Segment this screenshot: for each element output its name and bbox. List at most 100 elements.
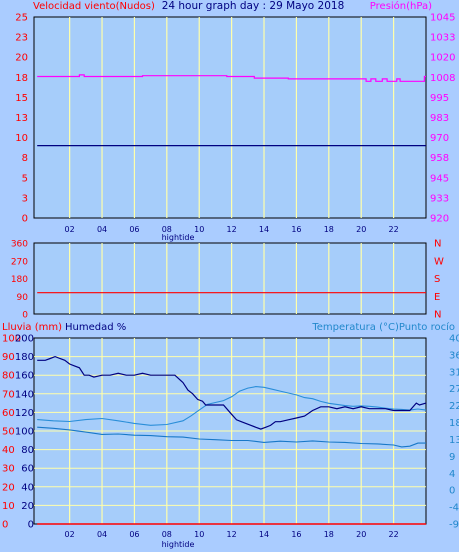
pressure-axis-ticks: 920 933 945 958 970 983 995 1008 1020 1033 1045	[430, 13, 455, 225]
temperature-axis-ticks: -9 -4 0 4 9 13 18 22 27 31 36 40	[449, 334, 459, 531]
humidity-axis-tick-6: 120	[15, 408, 34, 419]
temperature-axis-tick-2: 0	[449, 486, 455, 497]
panel-humidity-temperature-grid	[34, 338, 426, 524]
rain-axis-tick-0: 0	[2, 520, 8, 531]
pressure-axis-tick-4: 970	[430, 133, 449, 144]
humidity-axis-label: Humedad %	[65, 322, 126, 333]
humidity-axis-tick-3: 60	[21, 464, 34, 475]
rain-axis-label: Lluvia (mm)	[2, 322, 62, 333]
temperature-axis-tick-7: 22	[449, 401, 459, 412]
pressure-axis-label: Presión(hPa)	[370, 0, 432, 12]
panel-wind-direction-grid	[69, 243, 395, 314]
humidity-axis-ticks: 0 20 40 60 80 100 120 140 160 180 200	[15, 334, 34, 531]
p1-x-tick-06: 06	[129, 225, 139, 234]
wind-axis-tick-6: 15	[15, 93, 28, 104]
pressure-axis-tick-10: 1045	[430, 13, 455, 24]
temperature-axis-tick-6: 18	[449, 418, 459, 429]
chart-title: 24 hour graph day : 29 Mayo 2018	[162, 0, 345, 12]
direction-degree-tick-4: 360	[11, 240, 28, 250]
direction-compass-tick-0: N	[434, 310, 441, 321]
wind-axis-tick-7: 18	[15, 73, 28, 84]
humidity-axis-tick-2: 40	[21, 482, 34, 493]
p1-x-tick-22: 22	[389, 225, 399, 234]
humidity-axis-tick-8: 160	[15, 371, 34, 382]
p3-x-tick-10: 10	[194, 530, 204, 539]
rain-axis-tick-8: 80	[2, 371, 15, 382]
wind-axis-tick-3: 8	[22, 153, 28, 164]
wind-axis-tick-0: 0	[22, 214, 28, 225]
p3-x-tick-22: 22	[389, 530, 399, 539]
p3-x-tick-06: 06	[129, 530, 139, 539]
p3-x-tick-14: 14	[259, 530, 269, 539]
p1-x-tick-08: 08	[162, 225, 172, 234]
direction-compass-tick-3: W	[434, 256, 444, 267]
rain-axis-tick-9: 90	[2, 352, 15, 363]
hightide-label-bottom: hightide	[162, 540, 195, 549]
wind-axis-ticks: 0 3 5 8 10 13 15 18 20 23 25	[15, 13, 28, 225]
wind-axis-tick-10: 25	[15, 13, 28, 24]
direction-degree-tick-2: 180	[11, 275, 28, 285]
p1-x-tick-04: 04	[97, 225, 107, 234]
rain-axis-tick-7: 70	[2, 389, 15, 400]
p3-x-tick-04: 04	[97, 530, 107, 539]
panel-wind-pressure-series	[37, 74, 426, 147]
hightide-label-top: hightide	[162, 233, 195, 242]
direction-degree-tick-3: 270	[11, 257, 28, 267]
wind-axis-tick-5: 13	[15, 113, 28, 124]
panel-humidity-temperature-x-ticks: 02 04 06 08 10 12 14 16 18 20 22	[65, 530, 399, 539]
rain-axis-tick-3: 30	[2, 464, 15, 475]
p1-x-tick-16: 16	[291, 225, 301, 234]
humidity-axis-tick-9: 180	[15, 352, 34, 363]
wind-axis-label: Velocidad viento(Nudos)	[33, 1, 155, 12]
wind-axis-tick-2: 5	[22, 173, 28, 184]
wind-axis-tick-8: 20	[15, 53, 28, 64]
humidity-axis-tick-7: 140	[15, 389, 34, 400]
direction-degree-tick-1: 90	[17, 293, 29, 303]
temperature-line	[37, 386, 427, 426]
direction-degree-tick-0: 0	[22, 311, 28, 321]
wind-axis-tick-9: 23	[15, 33, 28, 44]
temperature-axis-tick-10: 36	[449, 350, 459, 361]
temperature-axis-tick-11: 40	[449, 334, 459, 345]
pressure-axis-tick-0: 920	[430, 214, 449, 225]
rain-axis-tick-6: 60	[2, 408, 15, 419]
humidity-axis-tick-10: 200	[15, 334, 34, 345]
panel-wind-pressure-x-ticks: 02 04 06 08 10 12 14 16 18 20 22	[65, 225, 399, 234]
pressure-line	[37, 74, 426, 82]
temperature-axis-tick-1: -4	[449, 503, 459, 514]
humidity-axis-tick-4: 80	[21, 445, 34, 456]
rain-axis-tick-4: 40	[2, 445, 15, 456]
panel-wind-pressure-grid	[69, 17, 395, 218]
wind-axis-tick-1: 3	[22, 193, 28, 204]
p1-x-tick-12: 12	[227, 225, 237, 234]
p3-x-tick-16: 16	[291, 530, 301, 539]
humidity-axis-tick-0: 0	[28, 520, 34, 531]
p1-x-tick-10: 10	[194, 225, 204, 234]
temperature-axis-tick-3: 4	[449, 469, 455, 480]
direction-degree-ticks: 0 90 180 270 360	[11, 240, 28, 321]
direction-compass-tick-4: N	[434, 239, 441, 250]
temperature-axis-tick-8: 27	[449, 384, 459, 395]
p1-x-tick-18: 18	[324, 225, 334, 234]
panel-humidity-temperature-series	[37, 355, 427, 525]
direction-compass-tick-1: E	[434, 292, 440, 303]
pressure-axis-tick-8: 1020	[430, 53, 455, 64]
panel-wind-direction-bg	[33, 242, 427, 315]
pressure-axis-tick-3: 958	[430, 153, 449, 164]
temperature-axis-label: Temperatura (°C)Punto rocío	[311, 321, 455, 333]
humidity-axis-tick-1: 20	[21, 501, 34, 512]
rain-axis-tick-5: 50	[2, 427, 15, 438]
rain-axis-tick-1: 10	[2, 501, 15, 512]
rain-axis-tick-2: 20	[2, 482, 15, 493]
temperature-axis-tick-0: -9	[449, 520, 459, 531]
panel-wind-pressure-bg	[33, 16, 427, 219]
p1-x-tick-14: 14	[259, 225, 269, 234]
p3-x-tick-12: 12	[227, 530, 237, 539]
direction-compass-tick-2: S	[434, 274, 440, 285]
p3-x-tick-08: 08	[162, 530, 172, 539]
rain-axis-tick-10: 100	[2, 334, 21, 345]
